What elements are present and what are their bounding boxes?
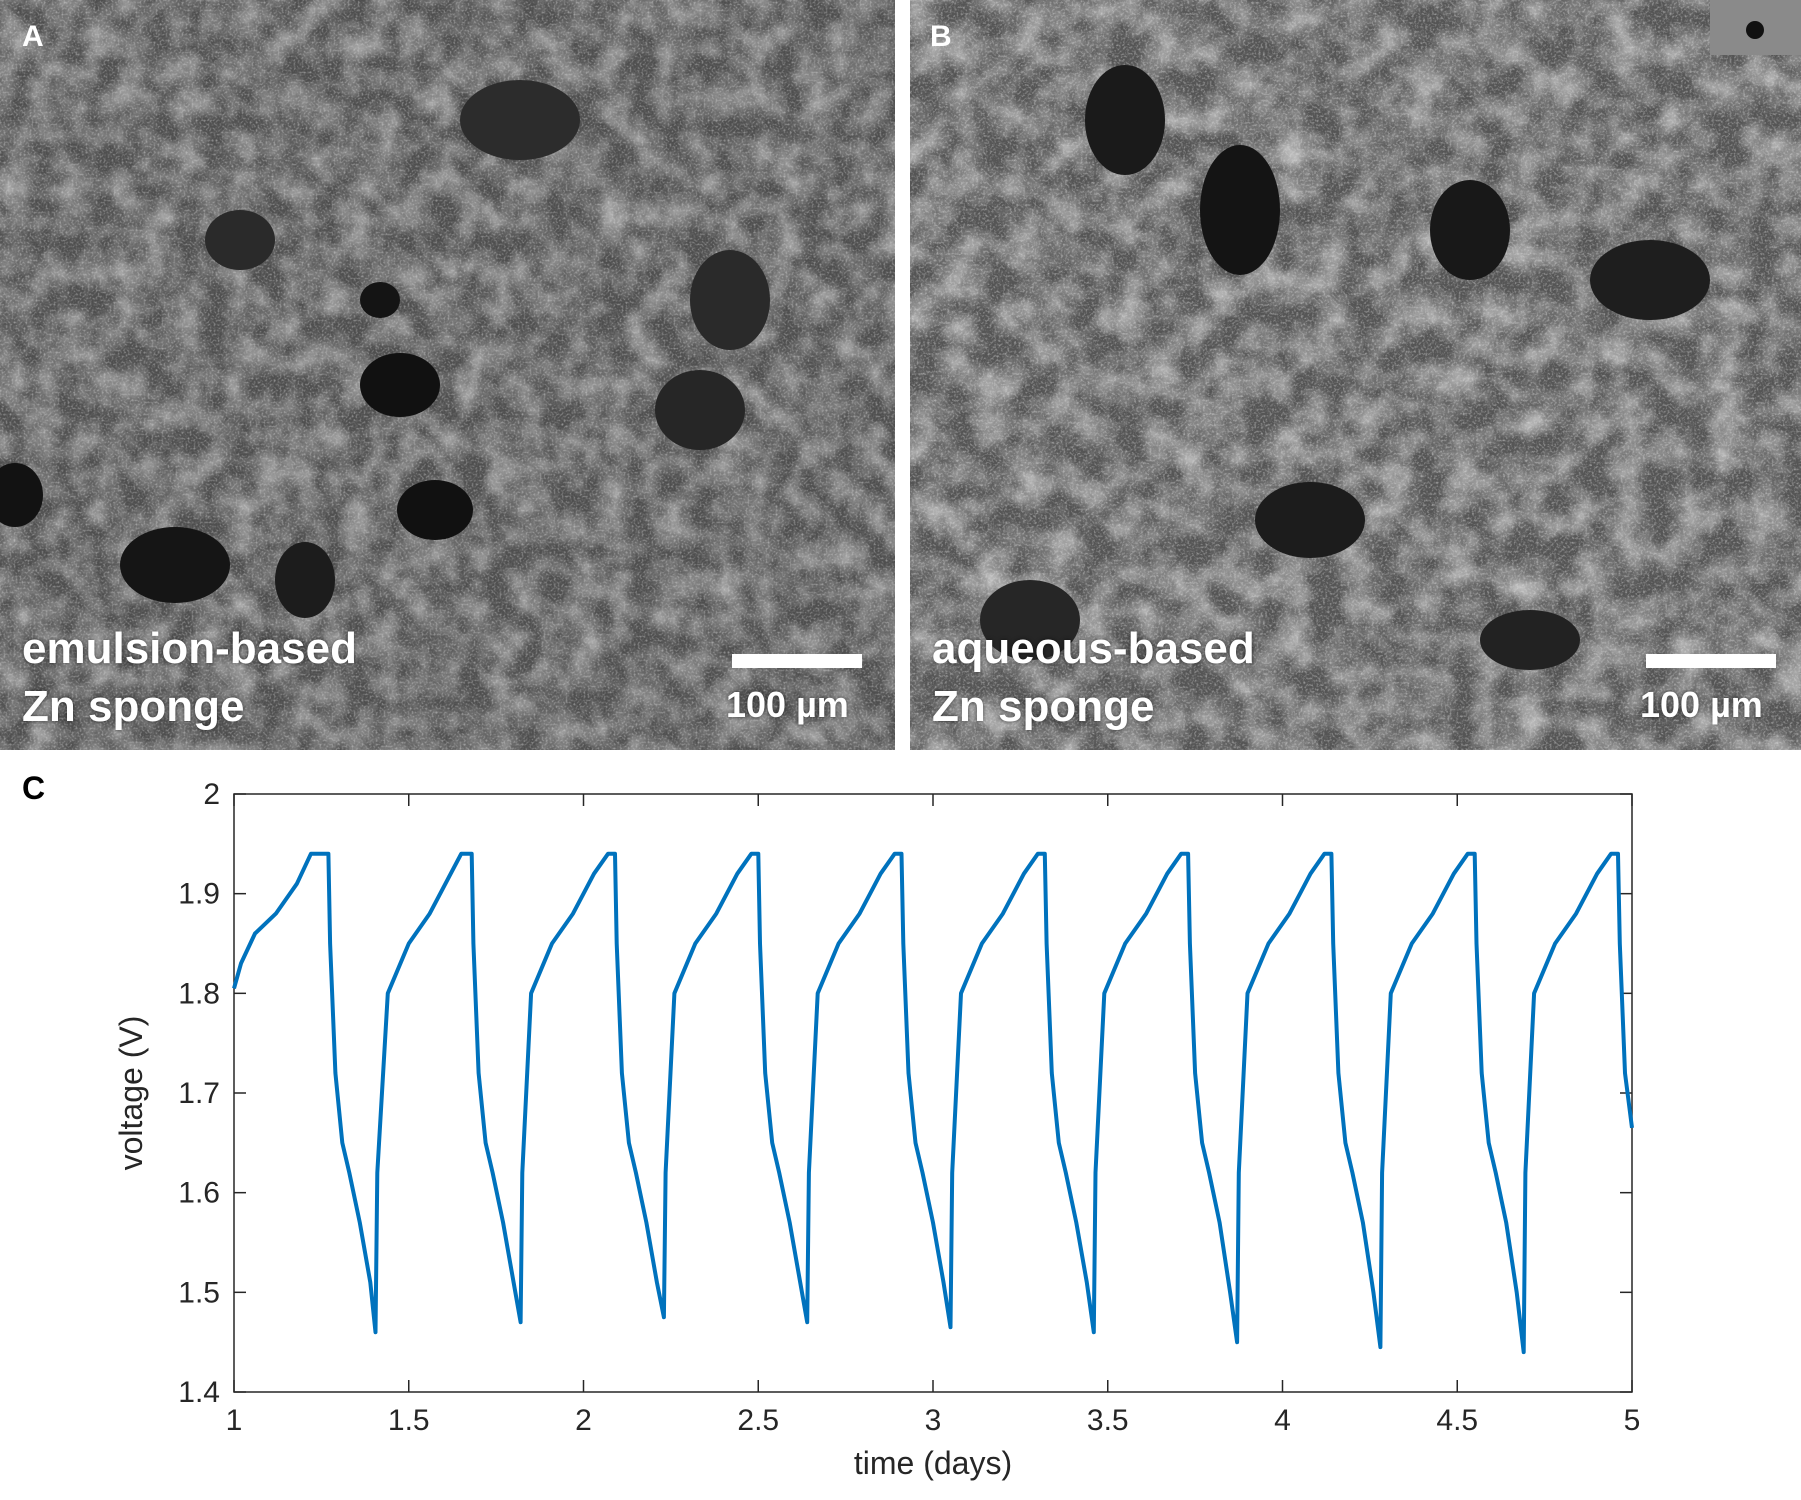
voltage-chart: 1 1.5 2 2.5 3 3.5 4 4.5 5 1.4 1.5 1.6 1.7 1.8 1.9 2 tim… — [113, 778, 1640, 1481]
y-tick-label: 1.8 — [178, 977, 220, 1010]
scale-bar-a — [732, 654, 862, 668]
scale-label-a: 100 µm — [726, 684, 849, 725]
x-tick-label: 3.5 — [1087, 1404, 1129, 1437]
chart-series — [232, 851, 1634, 1355]
sem-image-aqueous: B aqueous-based Zn sponge 100 µm — [910, 0, 1801, 750]
panel-a-label: A — [22, 20, 44, 53]
x-tick-label: 5 — [1624, 1404, 1641, 1437]
y-tick-label: 1.6 — [178, 1177, 220, 1210]
panel-b-label: B — [930, 20, 952, 53]
y-tick-label: 1.4 — [178, 1376, 220, 1409]
x-tick-label: 1 — [226, 1404, 243, 1437]
y-tick-label: 1.5 — [178, 1276, 220, 1309]
series-line — [232, 851, 1634, 1355]
y-tick-label: 1.7 — [178, 1077, 220, 1110]
scale-bar-b — [1646, 654, 1776, 668]
scale-label-b: 100 µm — [1640, 684, 1763, 725]
x-tick-label: 4.5 — [1436, 1404, 1478, 1437]
x-tick-label: 3 — [925, 1404, 942, 1437]
panel-a-caption-line2: Zn sponge — [22, 682, 245, 731]
y-axis-label: voltage (V) — [113, 1016, 149, 1171]
panel-c-label: C — [22, 770, 46, 806]
x-tick-label: 2.5 — [737, 1404, 779, 1437]
x-axis-label: time (days) — [854, 1445, 1012, 1481]
panel-b-caption-line2: Zn sponge — [932, 682, 1155, 731]
x-tick-label: 4 — [1274, 1404, 1291, 1437]
y-tick-label: 2 — [203, 778, 220, 811]
sem-texture-b — [910, 0, 1801, 750]
x-tick-label: 1.5 — [388, 1404, 430, 1437]
sem-texture-a — [0, 0, 895, 750]
x-tick-label: 2 — [575, 1404, 592, 1437]
y-tick-label: 1.9 — [178, 878, 220, 911]
chart-ticks: 1 1.5 2 2.5 3 3.5 4 4.5 5 1.4 1.5 1.6 1.7 1.8 1.9 2 — [178, 778, 1640, 1437]
panel-a-caption-line1: emulsion-based — [22, 624, 357, 673]
sem-image-emulsion: A emulsion-based Zn sponge 100 µm — [0, 0, 895, 750]
panel-b-caption-line1: aqueous-based — [932, 624, 1255, 673]
